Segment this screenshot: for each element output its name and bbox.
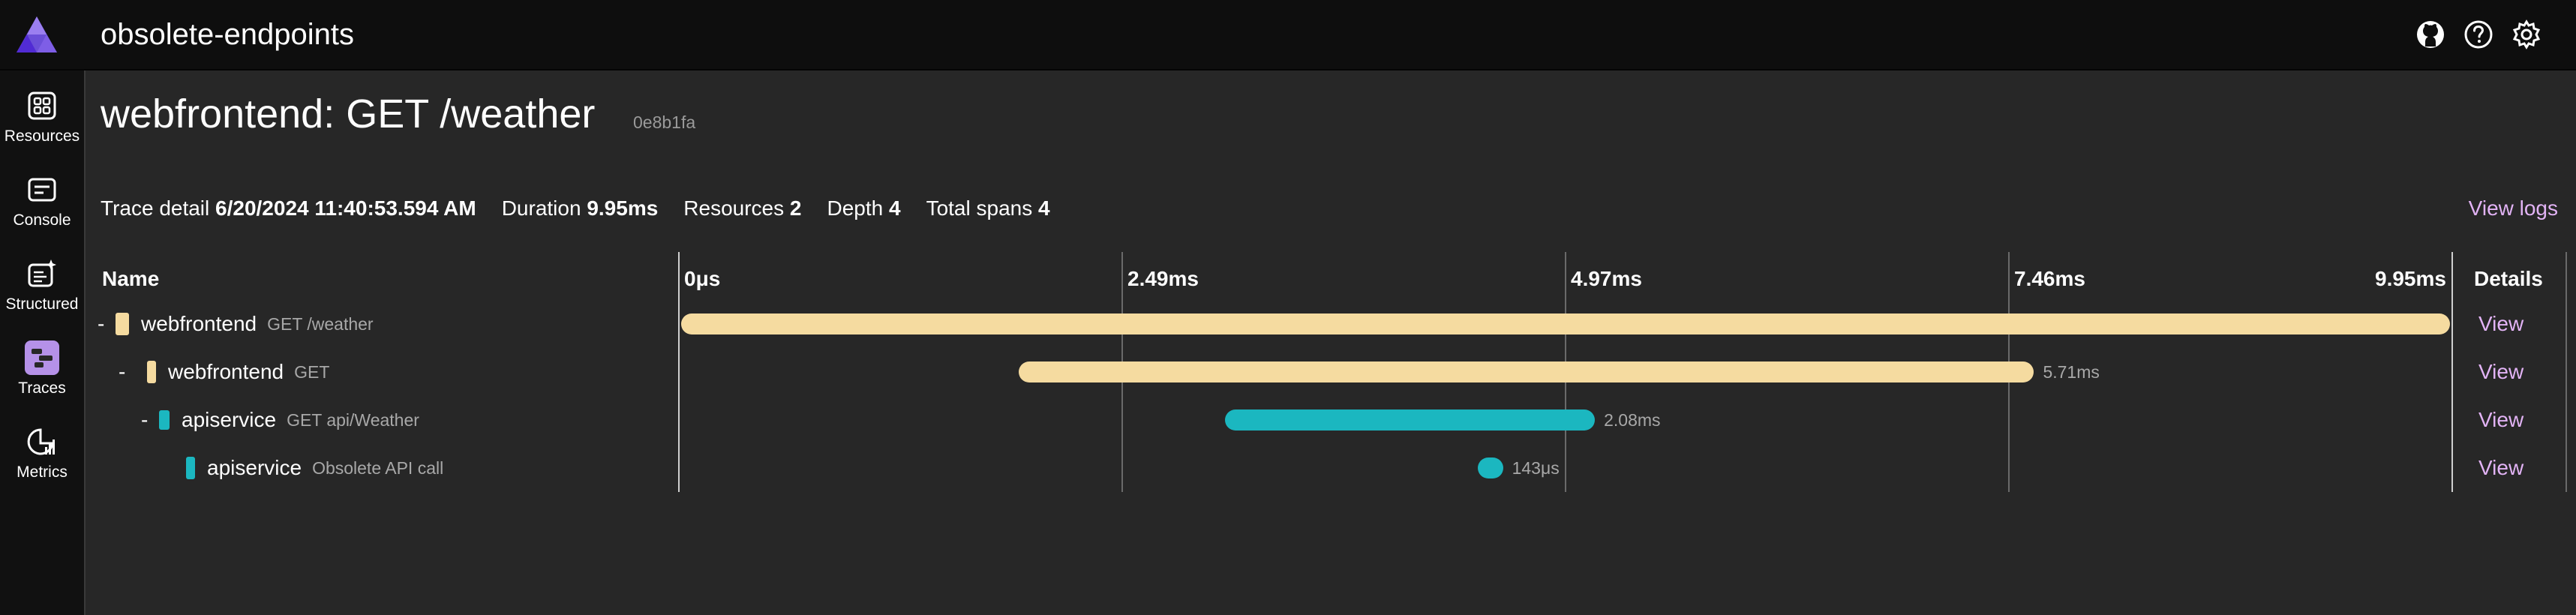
span-bar[interactable]	[1477, 458, 1503, 478]
span-name: GET api/Weather	[287, 410, 419, 430]
settings-icon[interactable]	[2510, 18, 2543, 51]
nav-item-console[interactable]: Console	[0, 158, 84, 232]
span-row-label[interactable]: - webfrontend GET /weather	[98, 309, 374, 339]
span-duration-label: 143μs	[1512, 458, 1560, 478]
summary-resources: Resources 2	[683, 196, 802, 220]
span-service-name: webfrontend	[141, 312, 257, 335]
nav-item-structured[interactable]: Structured	[0, 242, 84, 316]
view-span-link[interactable]: View	[2478, 456, 2524, 479]
timeline-start-line	[678, 252, 680, 492]
details-column-header: Details	[2474, 267, 2543, 290]
nav-label-structured: Structured	[5, 296, 79, 313]
structured-icon	[25, 256, 59, 291]
view-span-link[interactable]: View	[2478, 312, 2524, 335]
summary-duration: Duration 9.95ms	[501, 196, 659, 220]
details-right-line	[2565, 252, 2567, 492]
tick-label-3: 7.46ms	[2014, 267, 2085, 290]
server-icon	[116, 313, 129, 335]
timeline-end-line	[2451, 252, 2453, 492]
app-title: obsolete-endpoints	[101, 18, 355, 51]
nav-label-console: Console	[13, 212, 71, 229]
span-duration-label: 2.08ms	[1604, 410, 1661, 430]
metrics-icon	[25, 424, 59, 459]
main-content: webfrontend: GET /weather 0e8b1fa Trace …	[86, 70, 2576, 615]
console-icon	[25, 172, 59, 207]
span-bar[interactable]	[1225, 410, 1596, 430]
span-bar[interactable]	[1019, 362, 2034, 382]
span-marker	[186, 457, 195, 479]
span-service-name: apiservice	[182, 408, 277, 431]
nav-label-traces: Traces	[18, 380, 66, 397]
nav-item-metrics[interactable]: Metrics	[0, 410, 84, 484]
span-name: Obsolete API call	[312, 458, 444, 478]
collapse-toggle[interactable]: -	[141, 408, 149, 431]
collapse-toggle[interactable]: -	[119, 360, 126, 383]
span-service-name: webfrontend	[168, 360, 284, 383]
summary-depth: Depth 4	[827, 196, 901, 220]
side-navigation: Resources Console Structured	[0, 70, 86, 615]
nav-label-metrics: Metrics	[17, 464, 68, 481]
view-span-link[interactable]: View	[2478, 360, 2524, 383]
view-span-link[interactable]: View	[2478, 408, 2524, 431]
tick-label-0: 0μs	[684, 267, 721, 290]
tick-label-4: 9.95ms	[2375, 267, 2446, 290]
view-logs-link[interactable]: View logs	[2468, 196, 2558, 220]
nav-label-resources: Resources	[4, 128, 80, 145]
summary-total-spans: Total spans 4	[926, 196, 1050, 220]
top-icon-group	[2414, 18, 2543, 52]
resources-icon	[25, 88, 59, 123]
span-name: GET /weather	[267, 314, 374, 334]
span-duration-label: 5.71ms	[2043, 362, 2100, 382]
nav-item-traces[interactable]: Traces	[0, 326, 84, 400]
tick-label-1: 2.49ms	[1127, 267, 1199, 290]
summary-trace-detail: Trace detail 6/20/2024 11:40:53.594 AM	[101, 196, 476, 220]
server-icon	[159, 410, 170, 430]
span-marker	[147, 361, 156, 383]
span-row-label[interactable]: - webfrontend GET	[119, 357, 329, 387]
top-bar: obsolete-endpoints	[0, 0, 2576, 70]
traces-icon	[25, 340, 59, 375]
name-column-header: Name	[102, 267, 160, 290]
span-row-label[interactable]: - apiservice GET api/Weather	[141, 405, 419, 435]
span-row-label[interactable]: apiservice Obsolete API call	[168, 453, 443, 483]
tick-label-2: 4.97ms	[1571, 267, 1642, 290]
collapse-toggle[interactable]: -	[98, 312, 105, 335]
span-bar[interactable]	[681, 314, 2450, 334]
trace-id: 0e8b1fa	[633, 112, 696, 132]
nav-item-resources[interactable]: Resources	[0, 74, 84, 148]
page-title: webfrontend: GET /weather	[101, 92, 596, 136]
span-name: GET	[294, 362, 330, 382]
aspire-logo-icon[interactable]	[15, 15, 59, 54]
span-service-name: apiservice	[207, 456, 302, 479]
help-icon[interactable]	[2462, 18, 2495, 51]
github-icon[interactable]	[2414, 18, 2447, 51]
trace-summary: Trace detail 6/20/2024 11:40:53.594 AM D…	[101, 194, 1050, 224]
